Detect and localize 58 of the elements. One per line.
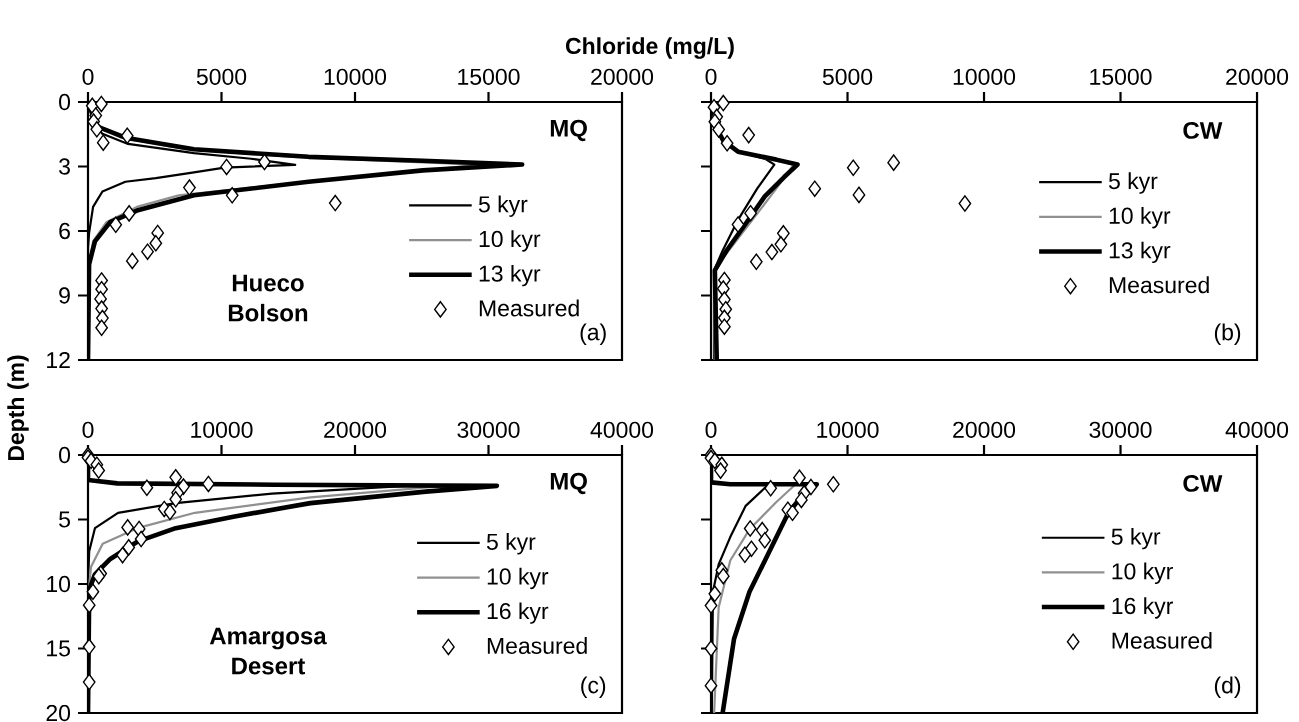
y-tick-label: 0 bbox=[59, 446, 71, 464]
x-tick-label: 20000 bbox=[1226, 68, 1289, 85]
y-axis-title: Depth (m) bbox=[7, 355, 29, 461]
legend-label: 5 kyr bbox=[478, 195, 528, 217]
annotation: CW bbox=[1183, 474, 1223, 492]
y-tick-label: 12 bbox=[47, 351, 70, 369]
legend-label: 10 kyr bbox=[1112, 562, 1173, 585]
annotation: (d) bbox=[1214, 676, 1241, 698]
legend-label: Measured bbox=[1112, 631, 1212, 649]
annotation: MQ bbox=[550, 119, 587, 142]
x-tick-label: 30000 bbox=[1089, 421, 1152, 438]
legend-label: 10 kyr bbox=[1109, 207, 1171, 229]
legend-label: 5 kyr bbox=[1108, 172, 1158, 194]
legend-label: 13 kyr bbox=[479, 264, 541, 287]
x-tick-label: 0 bbox=[82, 421, 94, 438]
x-tick-label: 0 bbox=[82, 68, 94, 85]
y-tick-label: 6 bbox=[59, 222, 70, 240]
x-tick-label: 5000 bbox=[196, 68, 247, 85]
annotation: Hueco Bolson bbox=[228, 274, 308, 322]
legend-label: 16 kyr bbox=[1112, 597, 1173, 619]
legend-label: 10 kyr bbox=[487, 567, 549, 590]
legend-label: Measured bbox=[487, 637, 587, 654]
legend-label: Measured bbox=[1109, 276, 1209, 294]
legend-label: 13 kyr bbox=[1109, 241, 1171, 264]
x-tick-label: 10000 bbox=[324, 68, 387, 85]
y-tick-label: 15 bbox=[47, 640, 70, 657]
x-tick-label: 0 bbox=[705, 68, 717, 85]
annotation: MQ bbox=[550, 472, 587, 495]
x-tick-label: 5000 bbox=[822, 68, 873, 85]
legend-label: Measured bbox=[479, 299, 579, 317]
annotation: (c) bbox=[581, 676, 606, 698]
annotation: CW bbox=[1183, 121, 1223, 139]
y-tick-label: 0 bbox=[59, 93, 71, 111]
y-tick-label: 9 bbox=[59, 287, 70, 304]
y-tick-label: 20 bbox=[46, 704, 71, 722]
annotation: (b) bbox=[1214, 323, 1241, 345]
x-tick-label: 10000 bbox=[817, 421, 879, 438]
legend-label: 5 kyr bbox=[486, 533, 536, 555]
y-tick-label: 10 bbox=[47, 575, 71, 593]
x-tick-label: 20000 bbox=[953, 421, 1016, 438]
x-axis-title: Chloride (mg/L) bbox=[565, 37, 734, 59]
x-tick-label: 15000 bbox=[458, 68, 520, 85]
annotation: (a) bbox=[580, 323, 606, 345]
y-tick-label: 3 bbox=[59, 158, 70, 175]
x-tick-label: 30000 bbox=[457, 421, 520, 438]
x-tick-label: 40000 bbox=[590, 421, 654, 438]
legend-label: 16 kyr bbox=[487, 602, 549, 624]
annotation: Amargosa Desert bbox=[209, 627, 327, 675]
x-tick-label: 40000 bbox=[1225, 421, 1289, 438]
legend-label: 10 kyr bbox=[479, 230, 541, 252]
x-tick-label: 15000 bbox=[1090, 68, 1152, 85]
x-tick-label: 0 bbox=[705, 421, 717, 438]
x-tick-label: 20000 bbox=[591, 68, 654, 85]
x-tick-label: 10000 bbox=[953, 68, 1016, 85]
x-tick-label: 20000 bbox=[324, 421, 387, 438]
x-tick-label: 10000 bbox=[191, 421, 253, 438]
y-tick-label: 5 bbox=[59, 511, 70, 528]
legend-label: 5 kyr bbox=[1111, 527, 1161, 550]
